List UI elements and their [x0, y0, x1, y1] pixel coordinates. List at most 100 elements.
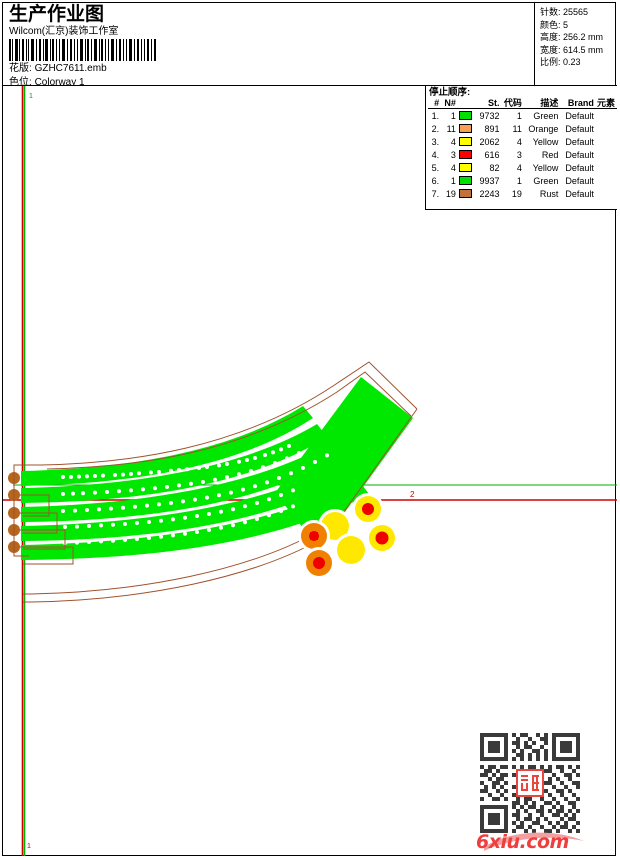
- row-element: [596, 109, 617, 123]
- dot-chain-3: [61, 453, 329, 513]
- row-stitches: 616: [484, 149, 500, 160]
- chain-stitch-dots: [61, 444, 329, 545]
- origin-marker-bottom: 1: [27, 843, 31, 850]
- row-code: 1: [516, 175, 522, 186]
- width-label: 宽度:: [540, 44, 561, 55]
- row-element: [596, 122, 617, 135]
- row-description: Green: [533, 175, 559, 186]
- color-swatch: [458, 122, 475, 135]
- design-canvas: 1 1 2: [3, 86, 617, 856]
- row-index: 2.: [431, 123, 440, 134]
- row-code: 1: [516, 110, 522, 121]
- row-stitches: 2243: [479, 188, 500, 199]
- connector-2: [20, 494, 50, 517]
- header-divider-vertical: [534, 3, 535, 85]
- dot-chain-2: [61, 451, 301, 496]
- row-element: [596, 161, 617, 174]
- row-element: [596, 148, 617, 161]
- colors-row: 颜色: 5: [540, 19, 617, 32]
- colorway-line: 色位: Colorway 1: [9, 77, 534, 85]
- color-swatch-box: [458, 189, 472, 198]
- qr-code-image: [480, 733, 580, 833]
- color-swatch: [458, 161, 475, 174]
- stitches-label: 针数:: [540, 7, 561, 17]
- row-brand: Default: [565, 175, 594, 186]
- row-needle: 19: [445, 188, 456, 199]
- row-needle: 11: [446, 123, 456, 134]
- col-header-code: 代码: [501, 98, 524, 109]
- dot-chain-1: [61, 444, 291, 479]
- boundary-top: [40, 361, 418, 466]
- color-swatch: [458, 135, 475, 148]
- color-swatch-box: [458, 124, 472, 133]
- stop-sequence-body: 1. 1 9732 1 Green Default 2. 11 891 11 Orange Defau…: [428, 109, 617, 201]
- table-header-row: # N# St. 代码 描述 Brand 元素: [428, 98, 617, 109]
- col-header-element: 元素: [595, 98, 617, 109]
- stitches-row: 针数: 25565: [540, 6, 617, 19]
- barcode: [9, 39, 157, 61]
- row-description: Yellow: [532, 136, 559, 147]
- embroidery-artwork: [8, 361, 418, 603]
- row-stitches: 82: [489, 162, 500, 173]
- motif-orange-red-1: [298, 520, 330, 552]
- design-file-value: GZHC7611.emb: [34, 63, 107, 74]
- colorway-value: Colorway 1: [34, 77, 85, 85]
- height-row: 高度: 256.2 mm: [540, 31, 617, 44]
- motif-orange-red-2: [303, 547, 335, 579]
- motif-disc-yellow: [337, 536, 365, 564]
- row-brand: Default: [565, 162, 594, 173]
- color-swatch: [458, 148, 475, 161]
- width-row: 宽度: 614.5 mm: [540, 44, 617, 57]
- design-info-panel: 针数: 25565 颜色: 5 高度: 256.2 mm 宽度: 614.5 m…: [537, 3, 617, 85]
- seal-stamp-icon: [516, 769, 544, 797]
- row-index: 7.: [431, 188, 440, 199]
- row-index: 3.: [431, 136, 440, 147]
- motif-center-red: [375, 531, 389, 545]
- stop-sequence-title: 停止顺序:: [429, 87, 471, 98]
- row-code: 19: [511, 188, 522, 199]
- axis-marker-2: 2: [410, 490, 415, 499]
- col-header-stitches: St.: [474, 98, 502, 109]
- row-code: 3: [516, 149, 522, 160]
- color-swatch: [458, 187, 475, 200]
- row-index: 6.: [431, 175, 440, 186]
- col-header-index: #: [428, 98, 442, 109]
- table-row: 4. 3 616 3 Red Default: [428, 148, 617, 161]
- qr-block: 6xiu.com: [476, 733, 584, 853]
- colorway-label: 色位:: [9, 77, 32, 85]
- colors-value: 5: [563, 19, 569, 30]
- row-index: 5.: [431, 162, 440, 173]
- row-needle: 1: [450, 110, 456, 121]
- connector-4: [20, 529, 66, 550]
- brand-watermark: 6xiu.com: [476, 831, 596, 853]
- connector-3: [20, 512, 58, 534]
- color-swatch: [458, 109, 475, 123]
- colors-label: 颜色:: [540, 19, 561, 30]
- scale-row: 比例: 0.23: [540, 56, 617, 69]
- col-header-swatch: [457, 98, 475, 109]
- row-stitches: 9732: [479, 110, 500, 121]
- row-description: Green: [533, 110, 559, 121]
- color-swatch-box: [458, 137, 472, 146]
- scale-label: 比例:: [540, 57, 561, 68]
- row-brand: Default: [565, 110, 594, 121]
- row-stitches: 891: [484, 123, 500, 134]
- motif-yellow-plain-2: [334, 533, 368, 567]
- row-code: 4: [516, 162, 522, 173]
- green-band-2: [21, 424, 327, 503]
- header-subtitle: Wilcom(汇京)装饰工作室: [9, 26, 119, 37]
- motif-center-red: [313, 557, 325, 569]
- design-svg: 1 1 2: [3, 86, 617, 856]
- row-brand: Default: [565, 149, 594, 160]
- table-row: 1. 1 9732 1 Green Default: [428, 109, 617, 123]
- row-description: Yellow: [532, 162, 559, 173]
- green-band-1: [21, 406, 313, 486]
- table-row: 6. 1 9937 1 Green Default: [428, 174, 617, 187]
- row-description: Rust: [539, 188, 559, 199]
- row-stitches: 9937: [479, 175, 500, 186]
- design-file-line: 花版: GZHC7611.emb: [9, 63, 534, 75]
- table-row: 5. 4 82 4 Yellow Default: [428, 161, 617, 174]
- row-code: 11: [512, 123, 522, 134]
